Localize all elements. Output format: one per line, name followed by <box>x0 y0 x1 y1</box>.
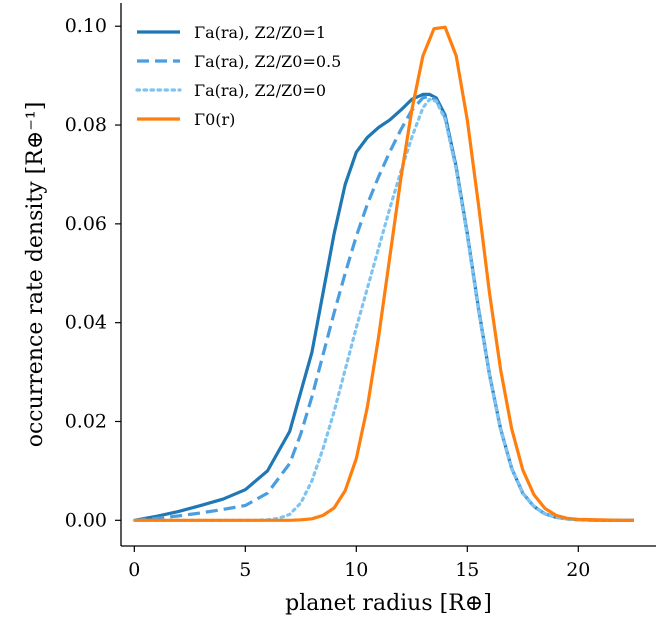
x-tick-label: 5 <box>239 559 251 581</box>
y-tick-label: 0.08 <box>65 114 107 136</box>
legend: Γa(ra), Z2/Z0=1 Γa(ra), Z2/Z0=0.5 Γa(ra), … <box>135 23 341 129</box>
series-line-4 <box>134 25 634 522</box>
x-tick-label: 0 <box>128 559 140 581</box>
x-axis-label: planet radius [R⊕] <box>285 591 492 616</box>
legend-label: Γa(ra), Z2/Z0=0.5 <box>194 52 341 71</box>
y-tick-label: 0.04 <box>65 312 107 334</box>
ticks-layer: 0 5 10 15 20 0.00 0.02 0.04 0.06 0.08 0.10 <box>65 15 591 581</box>
x-tick-label: 10 <box>344 559 368 581</box>
y-tick-label: 0.06 <box>65 213 107 235</box>
legend-label: Γ0(r) <box>194 110 235 129</box>
axes-layer <box>120 3 656 547</box>
y-tick-label: 0.02 <box>65 410 107 432</box>
legend-label: Γa(ra), Z2/Z0=0 <box>194 81 326 100</box>
y-tick-label: 0.00 <box>65 509 107 531</box>
legend-item: Γa(ra), Z2/Z0=1 <box>137 23 326 42</box>
legend-item: Γa(ra), Z2/Z0=0.5 <box>137 52 341 71</box>
y-tick-label: 0.10 <box>65 15 107 37</box>
legend-item: Γa(ra), Z2/Z0=0 <box>135 81 326 100</box>
legend-item: Γ0(r) <box>137 110 235 129</box>
series-layer <box>132 25 636 522</box>
legend-label: Γa(ra), Z2/Z0=1 <box>194 23 326 42</box>
x-tick-label: 15 <box>455 559 479 581</box>
x-tick-label: 20 <box>566 559 590 581</box>
y-axis-label: occurrence rate density [R⊕⁻¹] <box>23 102 48 448</box>
